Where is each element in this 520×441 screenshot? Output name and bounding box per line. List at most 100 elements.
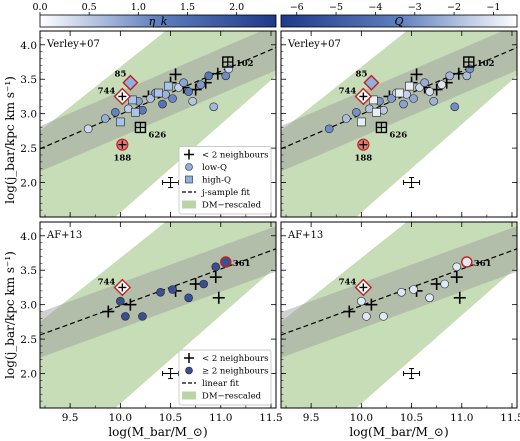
data-point-circle xyxy=(465,64,475,74)
y-tick-label: 3.5 xyxy=(20,74,37,86)
legend-entry-label: ≥ 2 neighbours xyxy=(202,367,269,377)
legend-entry-label: low-Q xyxy=(202,163,227,173)
data-point-circle xyxy=(204,71,214,81)
data-point-circle xyxy=(409,285,418,294)
panel-plot-area xyxy=(40,31,276,217)
y-axis-label-bottom: log(j_bar/kpc km s⁻¹) xyxy=(3,251,17,379)
panel-plot-area xyxy=(281,222,517,408)
legend-entry-label: DM−rescaled xyxy=(202,392,262,402)
x-tick-label: 9.5 xyxy=(62,412,79,424)
data-point-circle xyxy=(188,96,197,106)
data-point-circle xyxy=(324,124,334,134)
data-point-circle xyxy=(352,107,361,117)
colorbar-left: η_k 0.0 0.5 1.0 1.5 2.0 xyxy=(32,2,277,28)
data-point-circle xyxy=(156,287,165,297)
y-tick-label: 2.0 xyxy=(20,369,37,381)
x-axis-label-left: log(M_bar/M_⊙) xyxy=(108,425,207,439)
data-point-square xyxy=(154,88,163,98)
data-point-circle xyxy=(452,262,462,272)
data-point-square xyxy=(164,81,173,91)
panel-2: 85 744 188 626 102 Verley+07 xyxy=(280,30,518,218)
legend-entry-label: < 2 neighbours xyxy=(202,354,269,364)
data-point-circle xyxy=(83,124,93,134)
highlight-label: 188 xyxy=(113,154,131,164)
legend-symbol-band xyxy=(182,200,196,209)
colorbar-right: Q −6 −5 −4 −3 −2 −1 xyxy=(280,2,518,28)
highlight-85-marker xyxy=(122,74,139,91)
data-point-square xyxy=(357,117,366,127)
data-point-circle xyxy=(420,78,429,87)
highlight-label: 361 xyxy=(233,259,251,269)
data-point-circle xyxy=(184,87,193,96)
colorbar-tick-label: −1 xyxy=(486,2,500,13)
y-tick-label: 4.0 xyxy=(20,231,37,243)
x-tick-label: 10.5 xyxy=(400,412,423,424)
highlight-label: 85 xyxy=(115,70,127,80)
y-axis-label-top: log(j_bar/kpc km s⁻¹) xyxy=(3,76,17,204)
x-tick-label: 11.0 xyxy=(209,412,232,424)
data-point-circle xyxy=(158,99,167,109)
colorbar-right-bar xyxy=(280,14,518,28)
x-tick-label: 10.0 xyxy=(109,412,132,424)
x-tick-label: 10.0 xyxy=(350,412,373,424)
data-point-circle xyxy=(146,94,155,103)
data-point-circle xyxy=(179,78,188,87)
data-point-circle xyxy=(116,296,125,306)
y-tick-label: 3.5 xyxy=(20,265,37,277)
colorbar-tick-label: −6 xyxy=(290,2,304,13)
x-tick-label: 11.0 xyxy=(450,412,473,424)
panel-label: Verley+07 xyxy=(46,39,100,50)
panel-frame xyxy=(280,30,518,218)
data-point-circle xyxy=(224,64,234,74)
data-point-circle xyxy=(341,114,351,123)
fit-line xyxy=(40,46,276,150)
highlight-label: 102 xyxy=(477,59,495,69)
data-point-square xyxy=(372,107,381,117)
colorbar-tick-label: 1.5 xyxy=(180,2,195,13)
colorbar-tick-label: 1.0 xyxy=(131,2,146,13)
colorbar-tick-label: 0.5 xyxy=(82,2,97,13)
data-point-circle xyxy=(100,114,110,123)
legend-entry-label: linear fit xyxy=(202,379,239,389)
highlight-361-marker xyxy=(220,256,232,268)
panel-frame xyxy=(280,221,518,409)
legend-box xyxy=(178,349,272,406)
data-point-circle xyxy=(445,71,455,81)
data-point-circle xyxy=(387,94,396,103)
data-point-circle xyxy=(168,94,177,103)
highlight-label: 361 xyxy=(474,259,492,269)
legend-box xyxy=(178,146,272,215)
colorbar-tick-label: 2.0 xyxy=(229,2,244,13)
legend-symbol-square xyxy=(185,175,193,184)
data-point-circle xyxy=(184,293,193,303)
x-axis-label-right: log(M_bar/M_⊙) xyxy=(349,425,448,439)
panel-label: AF+13 xyxy=(287,230,323,241)
data-point-circle xyxy=(425,87,434,96)
legend-entry-label: DM−rescaled xyxy=(202,201,262,211)
data-point-circle xyxy=(168,285,177,294)
data-point-circle xyxy=(425,293,434,303)
legend-entry-label: j-sample fit xyxy=(201,188,251,198)
y-tick-label: 2.5 xyxy=(20,334,37,346)
y-tick-label: 2.5 xyxy=(20,143,37,155)
fit-line xyxy=(281,46,517,150)
data-point-square xyxy=(131,107,140,117)
data-point-circle xyxy=(121,312,130,321)
colorbar-tick-label: −5 xyxy=(329,2,343,13)
panel-label: Verley+07 xyxy=(287,39,341,50)
y-tick-label: 2.0 xyxy=(20,178,37,190)
highlight-85-marker xyxy=(363,74,380,91)
data-point-circle xyxy=(211,262,221,272)
data-point-circle xyxy=(138,312,147,321)
highlight-label: 85 xyxy=(356,70,368,80)
data-point-circle xyxy=(450,102,460,112)
x-tick-label: 11.5 xyxy=(259,412,282,424)
panel-3: 744 361 9.5 10.0 10.5 11.0 11.5 2.0 2.5 3.0 3.5 4.0… xyxy=(20,221,283,424)
fit-scatter-band xyxy=(40,31,276,172)
highlight-label: 188 xyxy=(354,154,372,164)
fit-line xyxy=(40,248,276,336)
data-point-circle xyxy=(209,102,219,112)
data-point-square xyxy=(405,81,414,91)
data-point-circle xyxy=(399,99,408,109)
